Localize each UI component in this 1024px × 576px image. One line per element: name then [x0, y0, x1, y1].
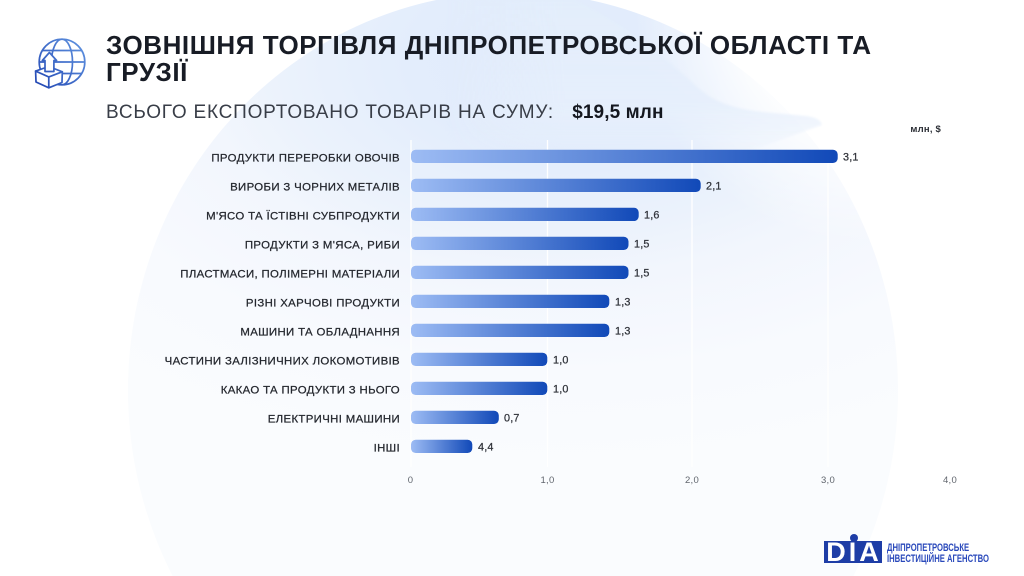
svg-text:1,3: 1,3 [615, 325, 631, 337]
svg-text:ПРОДУКТИ ПЕРЕРОБКИ ОВОЧІВ: ПРОДУКТИ ПЕРЕРОБКИ ОВОЧІВ [211, 152, 400, 164]
svg-text:3,0: 3,0 [821, 475, 835, 486]
svg-text:4,4: 4,4 [478, 441, 494, 453]
svg-text:ПРОДУКТИ З М'ЯСА, РИБИ: ПРОДУКТИ З М'ЯСА, РИБИ [245, 239, 400, 251]
svg-text:МАШИНИ ТА ОБЛАДНАННЯ: МАШИНИ ТА ОБЛАДНАННЯ [240, 326, 400, 338]
svg-text:2,0: 2,0 [685, 475, 699, 486]
svg-text:0,7: 0,7 [504, 412, 520, 424]
svg-text:1,5: 1,5 [634, 267, 650, 279]
svg-text:1,3: 1,3 [615, 296, 631, 308]
svg-text:1,6: 1,6 [644, 209, 660, 221]
svg-text:М'ЯСО ТА ЇСТІВНІ СУБПРОДУКТИ: М'ЯСО ТА ЇСТІВНІ СУБПРОДУКТИ [206, 210, 400, 222]
svg-text:3,1: 3,1 [843, 151, 859, 163]
svg-text:1,0: 1,0 [553, 354, 569, 366]
svg-text:ЕЛЕКТРИЧНІ МАШИНИ: ЕЛЕКТРИЧНІ МАШИНИ [268, 413, 400, 425]
svg-text:2,1: 2,1 [706, 180, 722, 192]
svg-text:ІНШІ: ІНШІ [374, 442, 400, 454]
svg-text:1,0: 1,0 [553, 383, 569, 395]
svg-text:0: 0 [408, 475, 414, 486]
svg-text:ВИРОБИ З ЧОРНИХ МЕТАЛІВ: ВИРОБИ З ЧОРНИХ МЕТАЛІВ [230, 181, 400, 193]
svg-text:РІЗНІ ХАРЧОВІ ПРОДУКТИ: РІЗНІ ХАРЧОВІ ПРОДУКТИ [246, 297, 400, 309]
svg-text:ПЛАСТМАСИ, ПОЛІМЕРНІ МАТЕРІАЛИ: ПЛАСТМАСИ, ПОЛІМЕРНІ МАТЕРІАЛИ [180, 268, 400, 280]
svg-text:4,0: 4,0 [943, 475, 957, 486]
svg-text:1,5: 1,5 [634, 238, 650, 250]
svg-text:1,0: 1,0 [540, 475, 554, 486]
svg-text:КАКАО ТА ПРОДУКТИ З НЬОГО: КАКАО ТА ПРОДУКТИ З НЬОГО [221, 384, 400, 396]
svg-text:ЧАСТИНИ ЗАЛІЗНИЧНИХ ЛОКОМОТИВІ: ЧАСТИНИ ЗАЛІЗНИЧНИХ ЛОКОМОТИВІВ [165, 355, 400, 367]
